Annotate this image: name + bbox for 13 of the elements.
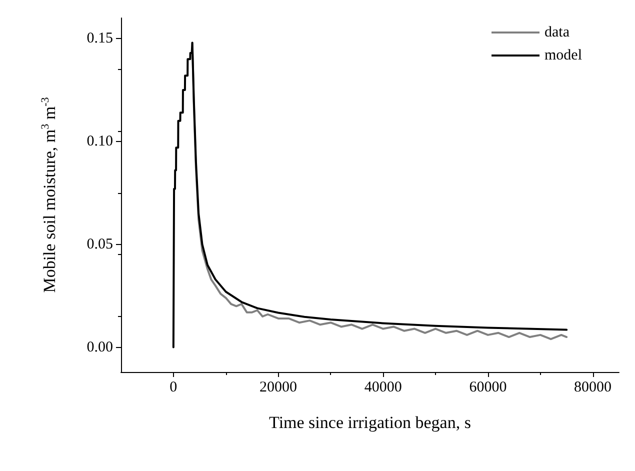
y-tick-label: 0.00 — [86, 339, 113, 356]
y-tick-label: 0.10 — [86, 133, 113, 150]
legend-label: data — [544, 24, 570, 40]
x-tick-label: 0 — [170, 380, 178, 396]
y-tick-label: 0.15 — [86, 30, 113, 47]
x-tick-label: 60000 — [469, 380, 507, 396]
x-tick-label: 20000 — [260, 380, 298, 396]
x-tick-label: 80000 — [574, 380, 612, 396]
x-tick-label: 40000 — [364, 380, 402, 396]
legend-label: model — [544, 48, 582, 64]
x-axis-title: Time since irrigation began, s — [269, 413, 471, 432]
y-axis-title: Mobile soil moisture, m3 m-3 — [40, 96, 59, 293]
y-tick-label: 0.05 — [86, 236, 113, 252]
